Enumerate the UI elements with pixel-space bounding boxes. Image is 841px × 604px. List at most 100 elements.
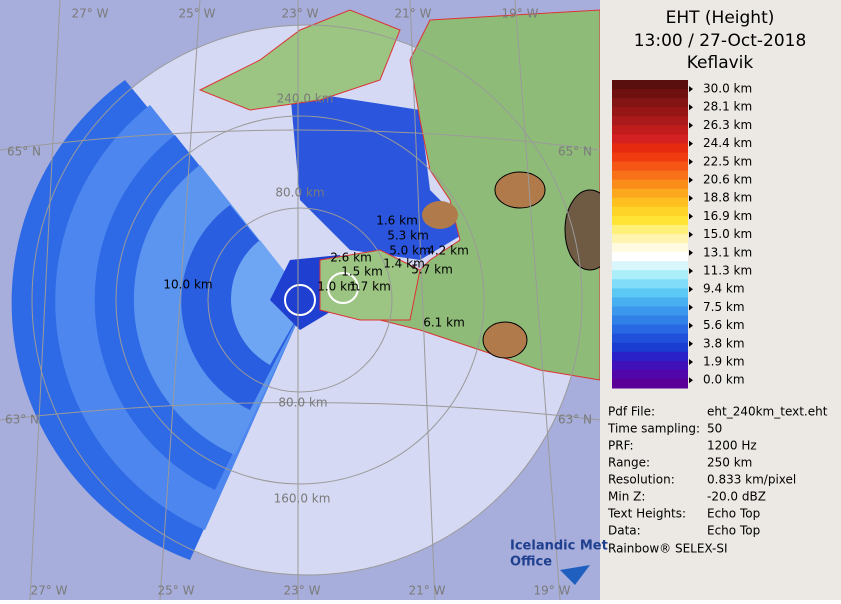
latitude-label: 65° N [7,145,41,159]
echo-height: 5.3 km [387,229,429,243]
legend-pointer [689,195,693,202]
info-value: 250 km [707,456,752,470]
legend-label: 20.6 km [703,173,752,187]
time: 13:00 / 27-Oct-2018 [634,31,807,51]
echo-height: 1.4 km [383,257,425,271]
legend-pointer [689,104,693,111]
logo-text: Icelandic Met [510,539,608,554]
longitude-label: 25° W [158,584,195,598]
range-label: 80.0 km [275,186,324,200]
legend-label: 7.5 km [703,300,745,314]
legend-swatch [612,270,688,280]
legend-swatch [612,234,688,244]
legend-pointer [689,213,693,220]
legend-swatch [612,89,688,99]
longitude-label: 27° W [72,7,109,21]
echo-height: 1.6 km [376,214,418,228]
info-label: Time sampling: [607,422,700,436]
info-value: 1200 Hz [707,439,757,453]
info-label: Range: [608,456,650,470]
legend-swatch [612,107,688,117]
legend-swatch [612,252,688,262]
legend-label: 24.4 km [703,136,752,150]
legend-swatch [612,351,688,362]
logo: Icelandic Met Office [510,539,608,585]
info-value: 50 [707,422,722,436]
legend-label: 15.0 km [703,227,752,241]
echo-height: 5.0 km [389,244,431,258]
range-label: 160.0 km [274,492,331,506]
legend-pointer [689,158,693,165]
info-label: PRF: [608,439,634,453]
legend-swatch [612,98,688,108]
echo-height: 2.6 km [330,251,372,265]
legend-label: 11.3 km [703,264,752,278]
legend-pointer [689,286,693,293]
info-value: Echo Top [707,507,760,521]
legend-pointer [689,304,693,311]
info-label: Min Z: [608,490,645,504]
legend-swatch [612,369,688,380]
legend-swatch [612,170,688,181]
legend-swatch [612,243,688,253]
legend-swatch [612,224,688,235]
legend-pointer [689,322,693,329]
legend-swatch [612,342,688,353]
legend-swatch [612,143,688,153]
info-value: eht_240km_text.eht [707,405,828,419]
echo-height: 1.0 km [317,280,359,294]
legend-swatch [612,306,688,317]
latitude-label: 63° N [558,413,592,427]
longitude-label: 23° W [282,7,319,21]
legend-swatch [612,188,688,199]
legend-swatch [612,324,688,335]
legend-pointer [689,359,693,365]
info-label: Text Heights: [607,507,686,521]
logo-text: Office [510,555,552,570]
longitude-label: 19° W [502,7,539,21]
legend-label: 26.3 km [703,118,752,132]
legend-pointer [689,340,693,347]
legend-swatch [612,152,688,163]
legend-swatch [612,116,688,126]
echo-height: 4.2 km [427,244,469,258]
legend-swatch [612,279,688,289]
legend-label: 13.1 km [703,245,752,259]
echo-height: 6.1 km [423,316,465,330]
longitude-label: 27° W [31,584,68,598]
legend-swatch [612,161,688,172]
range-label: 80.0 km [278,396,327,410]
legend-swatch [612,261,688,271]
legend-swatch [612,288,688,298]
legend-label: 16.9 km [703,209,752,223]
info-label: Resolution: [608,473,675,487]
info-footer: Rainbow® SELEX-SI [608,542,728,556]
legend-label: 5.6 km [703,318,745,332]
legend-swatch [612,360,688,371]
latitude-label: 63° N [5,413,39,427]
legend-swatch [612,125,688,135]
legend-label: 9.4 km [703,282,745,296]
echo-height: 10.0 km [163,278,212,292]
range-label: 240.0 km [277,92,334,106]
legend-pointer [689,249,693,256]
legend-label: 3.8 km [703,336,745,350]
title: EHT (Height) [666,8,775,28]
longitude-label: 21° W [409,584,446,598]
legend-swatch [612,215,688,226]
legend-label: 30.0 km [703,82,752,96]
info-value: 0.833 km/pixel [707,473,796,487]
info-label: Data: [608,524,641,538]
legend-pointer [689,86,693,92]
info-value: Echo Top [707,524,760,538]
legend-swatch [612,179,688,190]
legend-swatch [612,134,688,144]
echo-height: 5.7 km [411,263,453,277]
legend-pointer [689,377,693,384]
legend-label: 22.5 km [703,154,752,168]
legend-pointer [689,231,693,238]
longitude-label: 25° W [179,7,216,21]
legend-swatch [612,378,688,389]
info-label: Pdf File: [608,405,655,419]
